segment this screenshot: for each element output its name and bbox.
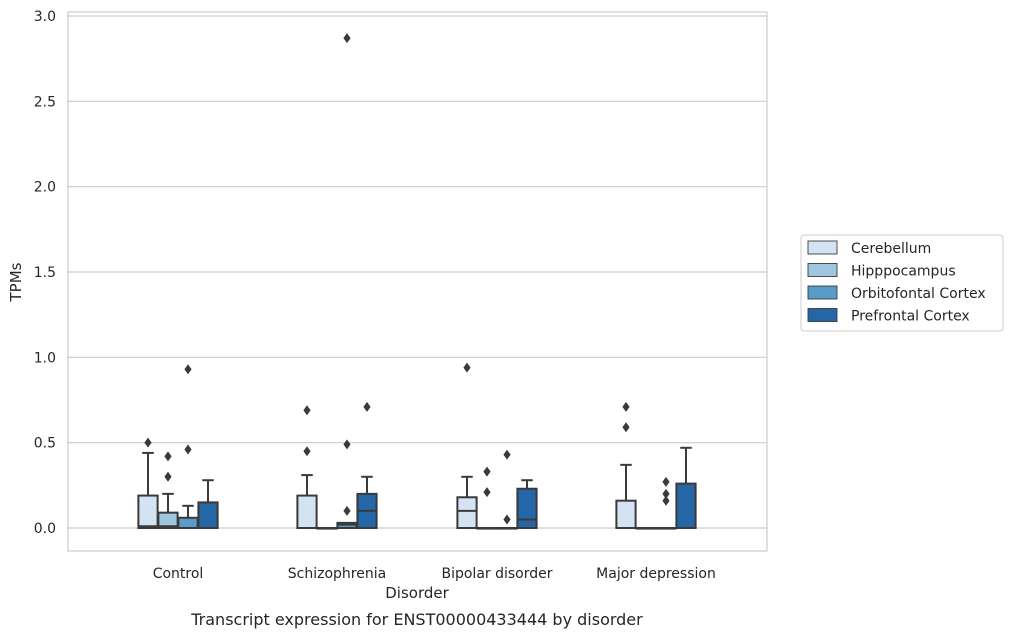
x-axis-ticks: Control Schizophrenia Bipolar disorder Majo… <box>153 566 716 582</box>
legend-swatch <box>807 308 838 322</box>
y-tick-label: 1.0 <box>34 350 56 366</box>
y-tick-label: 2.5 <box>34 94 56 110</box>
y-tick-label: 0.0 <box>34 521 56 537</box>
box <box>615 499 637 529</box>
legend-frame <box>800 234 1004 332</box>
x-axis-label: Disorder <box>385 584 449 602</box>
box <box>516 487 538 530</box>
outlier-point <box>503 449 511 460</box>
box-group <box>356 401 378 530</box>
box-group <box>516 479 538 530</box>
box-group <box>197 479 219 529</box>
legend-swatch <box>807 263 838 277</box>
outlier-point <box>144 437 152 448</box>
x-tick-label: Control <box>153 566 204 582</box>
y-tick-label: 1.5 <box>34 265 56 281</box>
box <box>296 494 318 529</box>
legend-swatch <box>807 240 838 255</box>
box-group <box>635 527 657 530</box>
outlier-point <box>463 362 471 373</box>
outlier-point <box>483 466 491 477</box>
chart-caption: Transcript expression for ENST0000043344… <box>190 610 643 629</box>
outlier-point <box>343 505 351 516</box>
outlier-point <box>363 401 371 412</box>
box <box>137 494 159 529</box>
x-tick-label: Schizophrenia <box>288 566 386 582</box>
outlier-point <box>343 439 351 450</box>
y-tick-label: 2.0 <box>34 180 56 196</box>
box <box>177 516 199 530</box>
outlier-point <box>662 488 670 499</box>
outlier-point <box>184 364 192 375</box>
box-group <box>336 33 358 530</box>
outlier-point <box>622 401 630 412</box>
legend-entry-label: Prefrontal Cortex <box>851 309 970 325</box>
legend-swatch <box>807 285 838 300</box>
grid-lines <box>68 15 767 529</box>
outlier-point <box>164 451 172 462</box>
y-tick-label: 0.5 <box>34 436 56 452</box>
box-group <box>496 449 518 530</box>
legend-entry-label: Hipppocampus <box>851 264 956 280</box>
boxes <box>137 33 697 530</box>
box <box>456 496 478 529</box>
outlier-point <box>303 446 311 457</box>
legend-entry-label: Orbitofontal Cortex <box>851 286 986 302</box>
box-group <box>157 451 179 530</box>
box-group <box>456 362 478 529</box>
box <box>197 501 219 529</box>
outlier-point <box>343 33 351 44</box>
outlier-point <box>503 514 511 525</box>
legend-entry-label: Cerebellum <box>851 241 931 257</box>
outlier-point <box>303 405 311 416</box>
box-group <box>177 364 199 530</box>
plot-area <box>67 11 768 552</box>
x-tick-label: Major depression <box>596 566 716 582</box>
outlier-point <box>662 495 670 506</box>
outlier-point <box>662 476 670 487</box>
y-axis-label: TPMs <box>7 262 25 302</box>
box <box>675 482 697 530</box>
outlier-point <box>184 444 192 455</box>
box-group <box>675 446 697 530</box>
outlier-point <box>483 487 491 498</box>
y-axis-ticks: 0.0 0.5 1.0 1.5 2.0 2.5 3.0 <box>34 9 56 537</box>
box-group <box>296 405 318 529</box>
outlier-point <box>164 471 172 482</box>
box-group <box>316 527 338 530</box>
x-tick-label: Bipolar disorder <box>441 566 552 582</box>
y-tick-label: 3.0 <box>34 9 56 25</box>
box-group <box>615 401 637 529</box>
outlier-point <box>622 422 630 433</box>
legend: Cerebellum Hipppocampus Orbitofontal Corte… <box>800 234 1004 332</box>
